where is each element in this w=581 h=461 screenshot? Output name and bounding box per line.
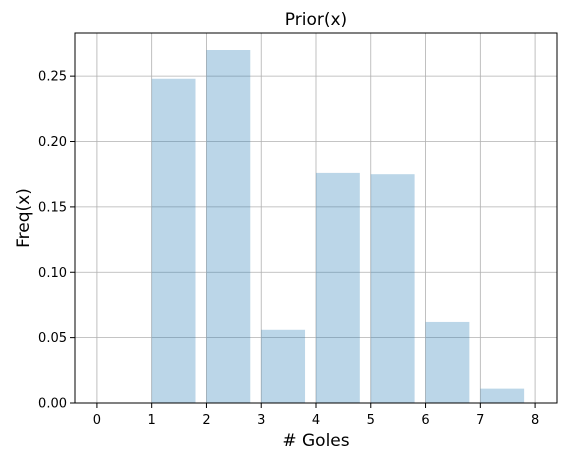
x-axis-ticks: 0 1 2 3 4 5 6 7 8 (93, 403, 539, 428)
x-axis-title: # Goles (282, 431, 349, 451)
y-axis-ticks: 0.00 0.05 0.10 0.15 0.20 0.25 (38, 70, 75, 412)
x-tick-label: 4 (312, 413, 320, 428)
y-tick-label: 0.10 (38, 266, 67, 281)
bar (151, 78, 196, 404)
y-tick-label: 0.15 (38, 200, 67, 215)
y-tick-label: 0.05 (38, 331, 67, 346)
x-tick-label: 5 (367, 413, 375, 428)
y-axis-title: Freq(x) (14, 188, 34, 248)
x-tick-label: 7 (476, 413, 484, 428)
x-tick-label: 3 (257, 413, 265, 428)
grid-lines (75, 33, 557, 404)
bar (425, 321, 470, 403)
y-tick-label: 0.25 (38, 70, 67, 85)
bar (316, 172, 360, 403)
bar (480, 388, 525, 403)
y-tick-label: 0.20 (38, 135, 67, 150)
x-tick-label: 1 (148, 413, 156, 428)
bars (151, 49, 525, 404)
x-tick-label: 0 (93, 413, 101, 428)
x-tick-label: 6 (421, 413, 429, 428)
bar (206, 49, 251, 404)
bar (370, 174, 415, 403)
y-tick-label: 0.00 (38, 397, 67, 412)
chart-title: Prior(x) (285, 10, 347, 30)
bar (261, 329, 306, 403)
x-tick-label: 2 (202, 413, 210, 428)
x-tick-label: 8 (531, 413, 539, 428)
